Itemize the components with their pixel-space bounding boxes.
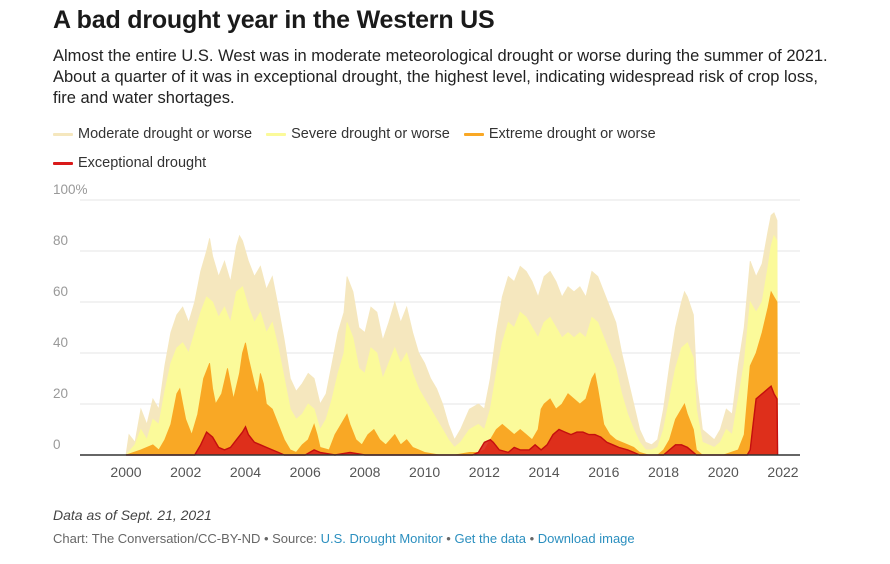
legend-label-exceptional: Exceptional drought bbox=[78, 155, 207, 171]
chart-subtitle: Almost the entire U.S. West was in moder… bbox=[53, 47, 828, 107]
y-tick-label: 20 bbox=[53, 386, 68, 401]
y-tick-label: 80 bbox=[53, 233, 68, 248]
x-tick-label: 2020 bbox=[708, 464, 739, 480]
area-series-3 bbox=[125, 290, 779, 456]
x-tick-label: 2016 bbox=[588, 464, 619, 480]
separator: • bbox=[526, 531, 538, 546]
area-series-2 bbox=[125, 234, 779, 456]
credit-text: Chart: The Conversation/CC-BY-ND • Sourc… bbox=[53, 531, 321, 546]
x-tick-label: 2004 bbox=[230, 464, 261, 480]
get-data-link[interactable]: Get the data bbox=[454, 531, 527, 546]
legend-item-severe: Severe drought or worse bbox=[266, 126, 450, 142]
legend-label-moderate: Moderate drought or worse bbox=[78, 126, 253, 142]
areas bbox=[125, 212, 779, 456]
download-image-link[interactable]: Download image bbox=[537, 531, 635, 546]
y-tick-label: 40 bbox=[53, 335, 68, 350]
credits: Chart: The Conversation/CC-BY-ND • Sourc… bbox=[53, 531, 635, 546]
legend-swatch-moderate bbox=[53, 132, 73, 136]
legend-label-extreme: Extreme drought or worse bbox=[488, 126, 656, 142]
x-tick-label: 2000 bbox=[110, 464, 141, 480]
y-tick-label: 60 bbox=[53, 284, 68, 299]
x-tick-label: 2010 bbox=[409, 464, 440, 480]
legend-row: Moderate drought or worse Severe drought… bbox=[53, 124, 813, 144]
x-tick-label: 2008 bbox=[349, 464, 380, 480]
x-tick-label: 2022 bbox=[767, 464, 798, 480]
separator: • bbox=[442, 531, 455, 546]
legend-swatch-exceptional bbox=[53, 161, 73, 165]
data-date-note: Data as of Sept. 21, 2021 bbox=[53, 507, 212, 523]
exceptional-line bbox=[126, 385, 779, 456]
legend-item-extreme: Extreme drought or worse bbox=[463, 126, 656, 142]
legend-label-severe: Severe drought or worse bbox=[291, 126, 450, 142]
x-tick-label: 2012 bbox=[469, 464, 500, 480]
y-tick-label: 0 bbox=[53, 437, 61, 452]
legend-swatch-extreme bbox=[463, 132, 484, 136]
x-tick-label: 2014 bbox=[529, 464, 560, 480]
legend-row: Exceptional drought bbox=[53, 153, 813, 173]
legend: Moderate drought or worse Severe drought… bbox=[53, 124, 813, 182]
legend-item-moderate: Moderate drought or worse bbox=[53, 126, 252, 142]
x-tick-label: 2002 bbox=[170, 464, 201, 480]
y-tick-label: 100% bbox=[53, 182, 88, 197]
x-axis: 2000 2002 2004 2006 2008 2010 2012 2014 2016 2018… bbox=[80, 454, 800, 480]
chart-title: A bad drought year in the Western US bbox=[53, 6, 495, 34]
legend-item-exceptional: Exceptional drought bbox=[53, 155, 206, 171]
legend-swatch-severe bbox=[266, 132, 287, 136]
source-link[interactable]: U.S. Drought Monitor bbox=[320, 531, 443, 546]
y-axis: 0 20 40 60 80 100% bbox=[53, 182, 88, 452]
x-tick-label: 2006 bbox=[290, 464, 321, 480]
x-tick-label: 2018 bbox=[648, 464, 679, 480]
